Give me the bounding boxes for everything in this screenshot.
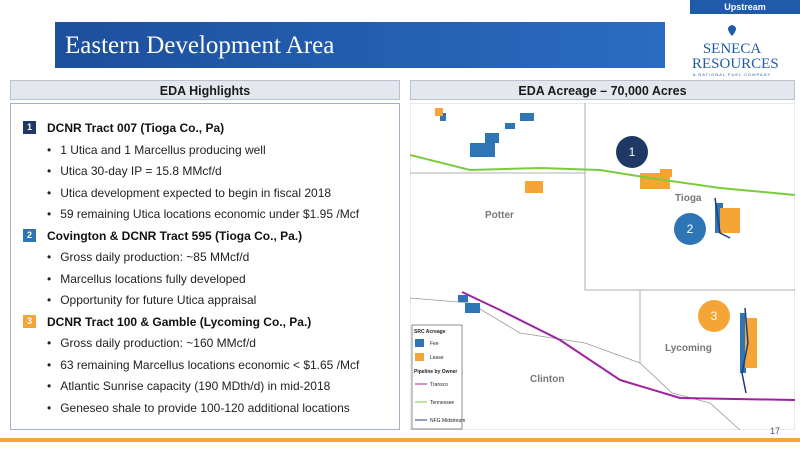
county-label: Clinton: [530, 374, 564, 385]
bullet-dot: •: [47, 336, 52, 350]
bullet: • Utica 30-day IP = 15.8 MMcf/d: [47, 164, 222, 178]
bullet-text: Utica development expected to begin in f…: [60, 185, 332, 200]
map-marker: 1: [629, 145, 636, 159]
bullet: • Geneseo shale to provide 100-120 additi…: [47, 401, 350, 415]
legend-item: Fee: [430, 341, 439, 347]
section-tag: Upstream: [690, 0, 800, 14]
panel-heading: EDA Highlights: [10, 80, 400, 100]
logo: SENECA RESOURCES A NATIONAL FUEL COMPANY: [672, 24, 792, 77]
bullet-text: 59 remaining Utica locations economic un…: [60, 207, 360, 221]
bullet-dot: •: [47, 164, 52, 178]
county-label: Potter: [485, 210, 514, 221]
bullet: • Opportunity for future Utica appraisal: [47, 293, 256, 307]
map: Potter Tioga Lycoming Clinton 1 2 3 SRC …: [410, 103, 795, 430]
footer-bar: [0, 438, 800, 442]
bullet-text: Geneseo shale to provide 100-120 additio…: [60, 400, 350, 415]
legend-item: Transco: [430, 382, 448, 388]
bullet: • 63 remaining Marcellus locations econom…: [47, 358, 359, 372]
bullet-text: 63 remaining Marcellus locations economi…: [60, 357, 360, 372]
county-label: Tioga: [675, 193, 702, 204]
section-number: 2: [23, 228, 36, 242]
bullet-text: Atlantic Sunrise capacity (190 MDth/d) i…: [60, 379, 331, 393]
bullet-text: Marcellus locations fully developed: [60, 271, 246, 286]
bullet-text: Opportunity for future Utica appraisal: [60, 293, 257, 307]
bullet-text: Gross daily production: ~160 MMcf/d: [60, 336, 256, 350]
section-number: 3: [23, 314, 36, 328]
slide-title: Eastern Development Area: [55, 22, 665, 68]
bullet-text: Gross daily production: ~85 MMcf/d: [60, 250, 250, 264]
county-label: Lycoming: [665, 343, 712, 354]
legend-title: Pipeline by Owner: [414, 369, 457, 375]
bullet-dot: •: [47, 142, 52, 157]
bullet-dot: •: [47, 400, 52, 415]
bullet: • 59 remaining Utica locations economic u…: [47, 207, 359, 221]
legend-title: SRC Acreage: [414, 329, 446, 335]
section-title: Covington & DCNR Tract 595 (Tioga Co., P…: [47, 228, 303, 243]
page-number: 17: [770, 426, 781, 436]
logo-name: SENECA RESOURCES: [692, 41, 779, 72]
legend-item: Tennessee: [430, 400, 454, 406]
bullet-dot: •: [47, 250, 52, 264]
bullet-text: 1 Utica and 1 Marcellus producing well: [60, 142, 266, 157]
section-title: DCNR Tract 007 (Tioga Co., Pa): [47, 121, 225, 135]
legend-item: Lease: [430, 355, 444, 361]
legend-item: NFG Midstream: [430, 418, 465, 424]
bullet-dot: •: [47, 357, 52, 372]
map-marker: 2: [687, 222, 694, 236]
bullet: • 1 Utica and 1 Marcellus producing well: [47, 143, 266, 157]
bullet-dot: •: [47, 293, 52, 307]
logo-mark: [728, 25, 736, 36]
highlights-panel: 1 DCNR Tract 007 (Tioga Co., Pa) • 1 Utica …: [10, 103, 400, 430]
bullet-dot: •: [47, 207, 52, 221]
bullet-dot: •: [47, 185, 52, 200]
bullet: • Atlantic Sunrise capacity (190 MDth/d) …: [47, 379, 330, 393]
map-marker: 3: [711, 309, 718, 323]
bullet: • Gross daily production: ~160 MMcf/d: [47, 336, 256, 350]
section-title: DCNR Tract 100 & Gamble (Lycoming Co., P…: [47, 314, 312, 329]
section-number: 1: [23, 121, 36, 134]
bullet-dot: •: [47, 379, 52, 393]
bullet: • Marcellus locations fully developed: [47, 272, 246, 286]
bullet: • Gross daily production: ~85 MMcf/d: [47, 250, 249, 264]
bullet-text: Utica 30-day IP = 15.8 MMcf/d: [60, 164, 222, 178]
logo-tagline: A NATIONAL FUEL COMPANY: [692, 72, 772, 77]
bullet: • Utica development expected to begin in …: [47, 186, 331, 200]
panel-heading: EDA Acreage – 70,000 Acres: [410, 80, 795, 100]
bullet-dot: •: [47, 271, 52, 286]
